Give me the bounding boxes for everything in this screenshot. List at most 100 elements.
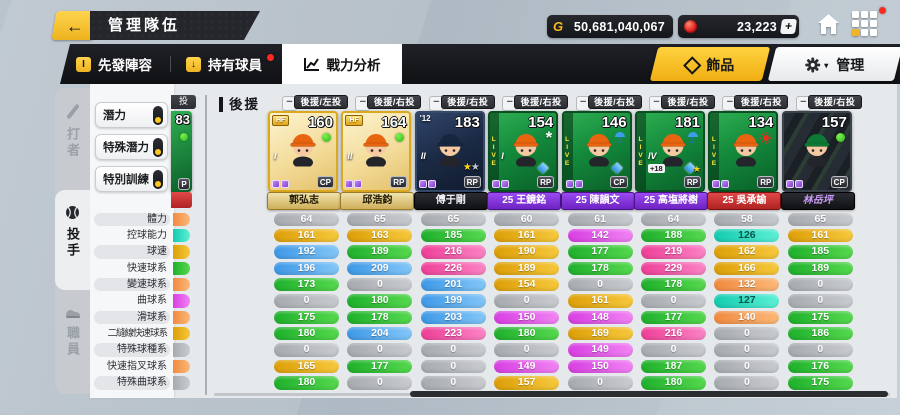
add-gems-button[interactable]: + — [779, 19, 798, 34]
role-badge: CP — [610, 176, 628, 188]
player-card-7[interactable]: LIVE 134 RP — [708, 111, 779, 192]
stat-pill: 0 — [420, 359, 486, 374]
remove-player-button[interactable]: − — [795, 96, 811, 111]
notification-dot — [267, 53, 274, 61]
stat-pill: 142 — [567, 228, 633, 243]
remove-player-button[interactable]: − — [649, 96, 664, 111]
stat-row-label: 快速指叉球系 — [107, 360, 167, 372]
filter-special-potential-button[interactable]: 特殊潛力 — [95, 134, 168, 160]
lineup-icon — [76, 56, 91, 72]
home-button[interactable] — [815, 11, 842, 37]
stat-row-label: 特殊球種系 — [94, 343, 170, 357]
coin-balance[interactable]: 50,681,040,067 — [547, 15, 673, 38]
gem-balance[interactable]: 23,223 + — [678, 15, 799, 38]
stat-pill: 162 — [714, 245, 780, 259]
equipped-gems-icons — [418, 180, 436, 188]
role-badge: RP — [463, 176, 481, 188]
filter-special-training-button[interactable]: 特別訓練 — [95, 166, 168, 192]
stat-pill: 186 — [787, 326, 853, 341]
stat-pill: 203 — [420, 310, 486, 325]
stat-pill: 140 — [714, 310, 780, 325]
stat-pill: 0 — [714, 326, 780, 341]
player-name-plate: 25 陳韻文 — [560, 192, 635, 210]
star-rating: ★★ — [462, 162, 480, 173]
menu-grid-button[interactable] — [852, 7, 886, 39]
stat-row-label: 特殊曲球系 — [94, 376, 170, 390]
sidebar-tab-batters[interactable]: 打者 — [55, 88, 90, 188]
player-portrait — [359, 127, 393, 172]
stat-pill: 0 — [420, 376, 486, 390]
equipped-gems-icons — [712, 180, 730, 188]
stat-pill: 180 — [494, 326, 560, 341]
chart-icon — [303, 58, 319, 71]
stat-pill: 154 — [494, 277, 560, 292]
stat-pill: 65 — [787, 212, 853, 226]
remove-player-button[interactable]: − — [502, 96, 518, 111]
tab-divider — [170, 56, 171, 72]
stat-pill: 65 — [420, 212, 486, 226]
position-tag: 後援/右投 — [440, 95, 495, 109]
stat-pill: 0 — [714, 343, 780, 357]
condition-dot-icon — [322, 133, 331, 142]
stat-row-label: 快速球系 — [127, 262, 167, 274]
role-badge: RP — [390, 176, 408, 188]
tab-label: 先發陣容 — [98, 58, 152, 73]
player-card-2[interactable]: HF 164 II RP — [341, 111, 412, 192]
accessories-button[interactable]: 飾品 — [649, 47, 771, 81]
tab-starting-lineup[interactable]: 先發陣容 — [76, 44, 152, 84]
stat-pill: 0 — [347, 277, 413, 292]
stat-pill: 0 — [787, 277, 853, 292]
player-name-plate: 25 王鏡銘 — [487, 192, 562, 210]
role-badge: CP — [316, 176, 334, 188]
stat-pill: 175 — [787, 310, 853, 325]
stat-pill-partial — [173, 310, 190, 325]
star-icon: ★ — [692, 164, 701, 174]
position-tag-partial: 投 — [171, 95, 196, 109]
player-card-3[interactable]: '12 183 II ★★ RP — [414, 111, 485, 192]
position-tag: 後援/右投 — [807, 95, 862, 109]
horizontal-scrollbar-thumb[interactable] — [410, 391, 888, 397]
player-name-plate: 郭弘志 — [267, 192, 341, 210]
player-portrait — [286, 127, 320, 172]
card-level: 183 — [454, 114, 480, 131]
manage-button[interactable]: ▾ 管理 — [767, 47, 900, 81]
tab-power-analysis[interactable]: 戰力分析 — [282, 44, 402, 84]
stat-pill: 0 — [714, 376, 780, 390]
stat-pill-partial — [173, 261, 190, 276]
stat-pill: 209 — [347, 261, 413, 276]
filter-potential-button[interactable]: 潛力 — [95, 102, 168, 128]
stat-pill: 161 — [494, 228, 560, 243]
stat-pill: 0 — [641, 343, 706, 357]
player-card-1[interactable]: HF 160 I CP — [268, 111, 338, 192]
stat-pill: 65 — [347, 212, 413, 226]
tab-label: 持有球員 — [208, 58, 262, 73]
stat-pill: 0 — [567, 277, 633, 292]
player-card-4[interactable]: LIVE 154 * I RP — [488, 111, 559, 192]
sidebar-tab-staff[interactable]: 職員 — [55, 292, 90, 392]
stat-pill: 149 — [494, 359, 560, 374]
stat-row-label: 曲球系 — [137, 295, 167, 307]
filter-label: 潛力 — [103, 110, 126, 122]
stat-pill: 0 — [420, 343, 486, 357]
stat-pill: 0 — [274, 343, 339, 357]
stat-row-label: 二縫線快速球系 — [107, 327, 168, 339]
player-card-5[interactable]: LIVE 146 CP — [561, 111, 632, 192]
player-card-8[interactable]: 157 CP — [781, 111, 852, 192]
stat-pill: 163 — [347, 228, 413, 243]
stat-pill: 127 — [714, 294, 780, 308]
stat-pill: 223 — [420, 326, 486, 341]
player-card-partial[interactable]: 83 P — [171, 111, 192, 192]
acquire-icon — [186, 56, 201, 72]
player-card-6[interactable]: LIVE 181 IV +18 ★ RP — [635, 111, 705, 192]
stat-pill: 226 — [420, 261, 486, 276]
live-badge: LIVE — [490, 113, 500, 190]
tab-owned-players[interactable]: 持有球員 — [186, 44, 274, 84]
stat-pill: 173 — [274, 277, 339, 292]
stat-pill: 204 — [347, 326, 413, 341]
stat-pill: 150 — [567, 359, 633, 374]
stat-pill-partial — [173, 212, 190, 226]
card-level: 181 — [674, 114, 700, 131]
sidebar-tab-pitchers[interactable]: 投手 — [55, 190, 90, 290]
stat-pill: 169 — [567, 326, 633, 341]
grade-roman-numeral: I — [274, 151, 277, 161]
